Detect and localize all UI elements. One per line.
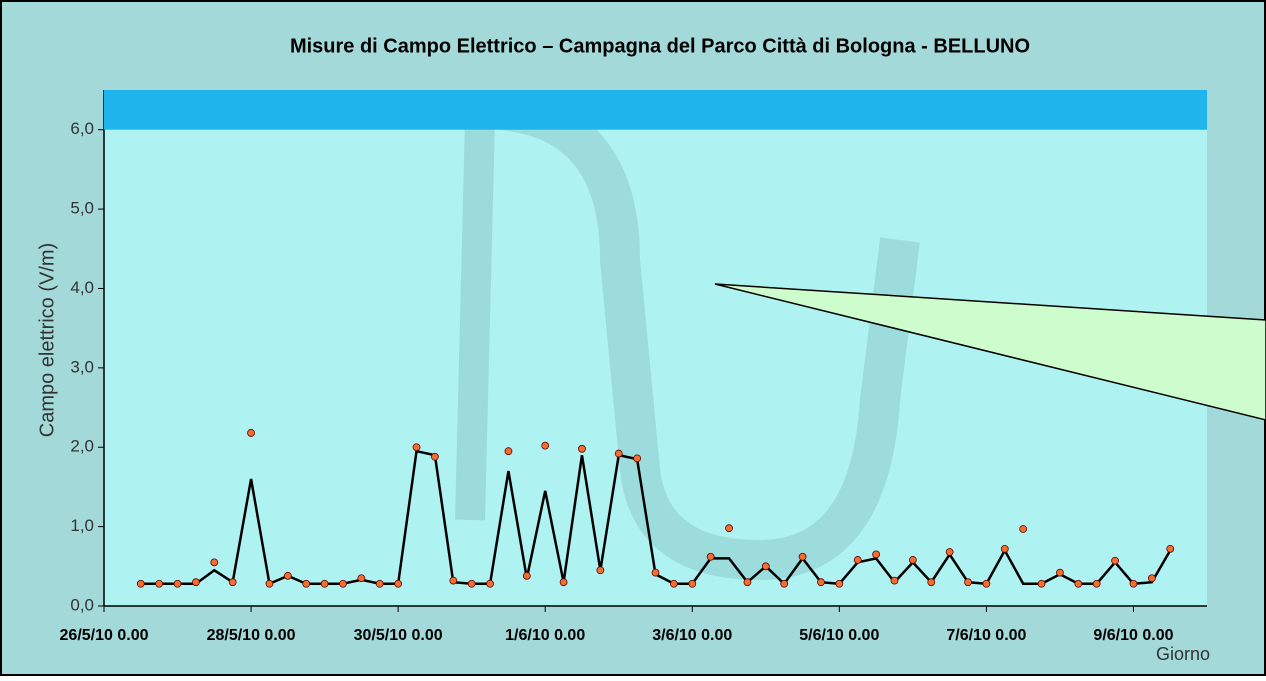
data-point — [174, 580, 181, 587]
data-point — [781, 580, 788, 587]
x-tick-label: 28/5/10 0.00 — [207, 627, 296, 644]
data-point — [468, 580, 475, 587]
chart-title: Misure di Campo Elettrico – Campagna del… — [290, 35, 1030, 57]
data-point — [689, 580, 696, 587]
data-point — [762, 563, 769, 570]
y-tick-label: 6,0 — [70, 119, 94, 138]
data-point — [156, 580, 163, 587]
data-point — [946, 549, 953, 556]
data-point — [965, 579, 972, 586]
y-tick-label: 3,0 — [70, 357, 94, 376]
data-point — [1038, 580, 1045, 587]
data-point — [1020, 525, 1027, 532]
data-point — [652, 569, 659, 576]
y-tick-label: 1,0 — [70, 516, 94, 535]
data-point — [597, 567, 604, 574]
data-point — [1148, 575, 1155, 582]
data-point — [229, 579, 236, 586]
x-tick-label: 26/5/10 0.00 — [60, 627, 149, 644]
data-point — [523, 572, 530, 579]
data-point — [1130, 580, 1137, 587]
data-point — [799, 553, 806, 560]
data-point — [1112, 557, 1119, 564]
data-point — [192, 579, 199, 586]
data-point — [873, 551, 880, 558]
data-point — [578, 445, 585, 452]
limit-band — [104, 90, 1207, 130]
data-point — [413, 444, 420, 451]
data-point — [1056, 569, 1063, 576]
data-point — [542, 442, 549, 449]
data-point — [284, 572, 291, 579]
data-point — [707, 553, 714, 560]
data-point — [836, 580, 843, 587]
x-tick-label: 1/6/10 0.00 — [505, 627, 585, 644]
y-axis-label: Campo elettrico (V/m) — [36, 243, 58, 438]
data-point — [615, 450, 622, 457]
data-point — [817, 579, 824, 586]
data-point — [358, 575, 365, 582]
y-tick-label: 4,0 — [70, 278, 94, 297]
x-tick-label: 5/6/10 0.00 — [799, 627, 879, 644]
y-tick-label: 2,0 — [70, 437, 94, 456]
x-tick-label: 30/5/10 0.00 — [354, 627, 443, 644]
data-point — [909, 556, 916, 563]
chart: Misure di Campo Elettrico – Campagna del… — [0, 0, 1266, 676]
data-point — [983, 580, 990, 587]
data-point — [560, 579, 567, 586]
data-point — [450, 577, 457, 584]
data-point — [431, 453, 438, 460]
data-point — [321, 580, 328, 587]
x-tick-label: 7/6/10 0.00 — [946, 627, 1026, 644]
x-tick-label: 3/6/10 0.00 — [652, 627, 732, 644]
data-point — [1167, 545, 1174, 552]
data-point — [395, 580, 402, 587]
data-point — [744, 579, 751, 586]
data-point — [248, 429, 255, 436]
x-tick-label: 9/6/10 0.00 — [1093, 627, 1173, 644]
data-point — [137, 580, 144, 587]
data-point — [339, 580, 346, 587]
data-point — [854, 556, 861, 563]
data-point — [1075, 580, 1082, 587]
y-tick-label: 5,0 — [70, 199, 94, 218]
data-point — [266, 580, 273, 587]
data-point — [726, 525, 733, 532]
data-point — [376, 580, 383, 587]
data-point — [1093, 580, 1100, 587]
data-point — [670, 580, 677, 587]
x-axis-label: Giorno — [1156, 644, 1210, 664]
data-point — [487, 580, 494, 587]
data-point — [303, 580, 310, 587]
data-point — [211, 559, 218, 566]
data-point — [891, 577, 898, 584]
data-point — [1001, 545, 1008, 552]
y-tick-label: 0,0 — [70, 595, 94, 614]
data-point — [634, 455, 641, 462]
data-point — [505, 448, 512, 455]
data-point — [928, 579, 935, 586]
